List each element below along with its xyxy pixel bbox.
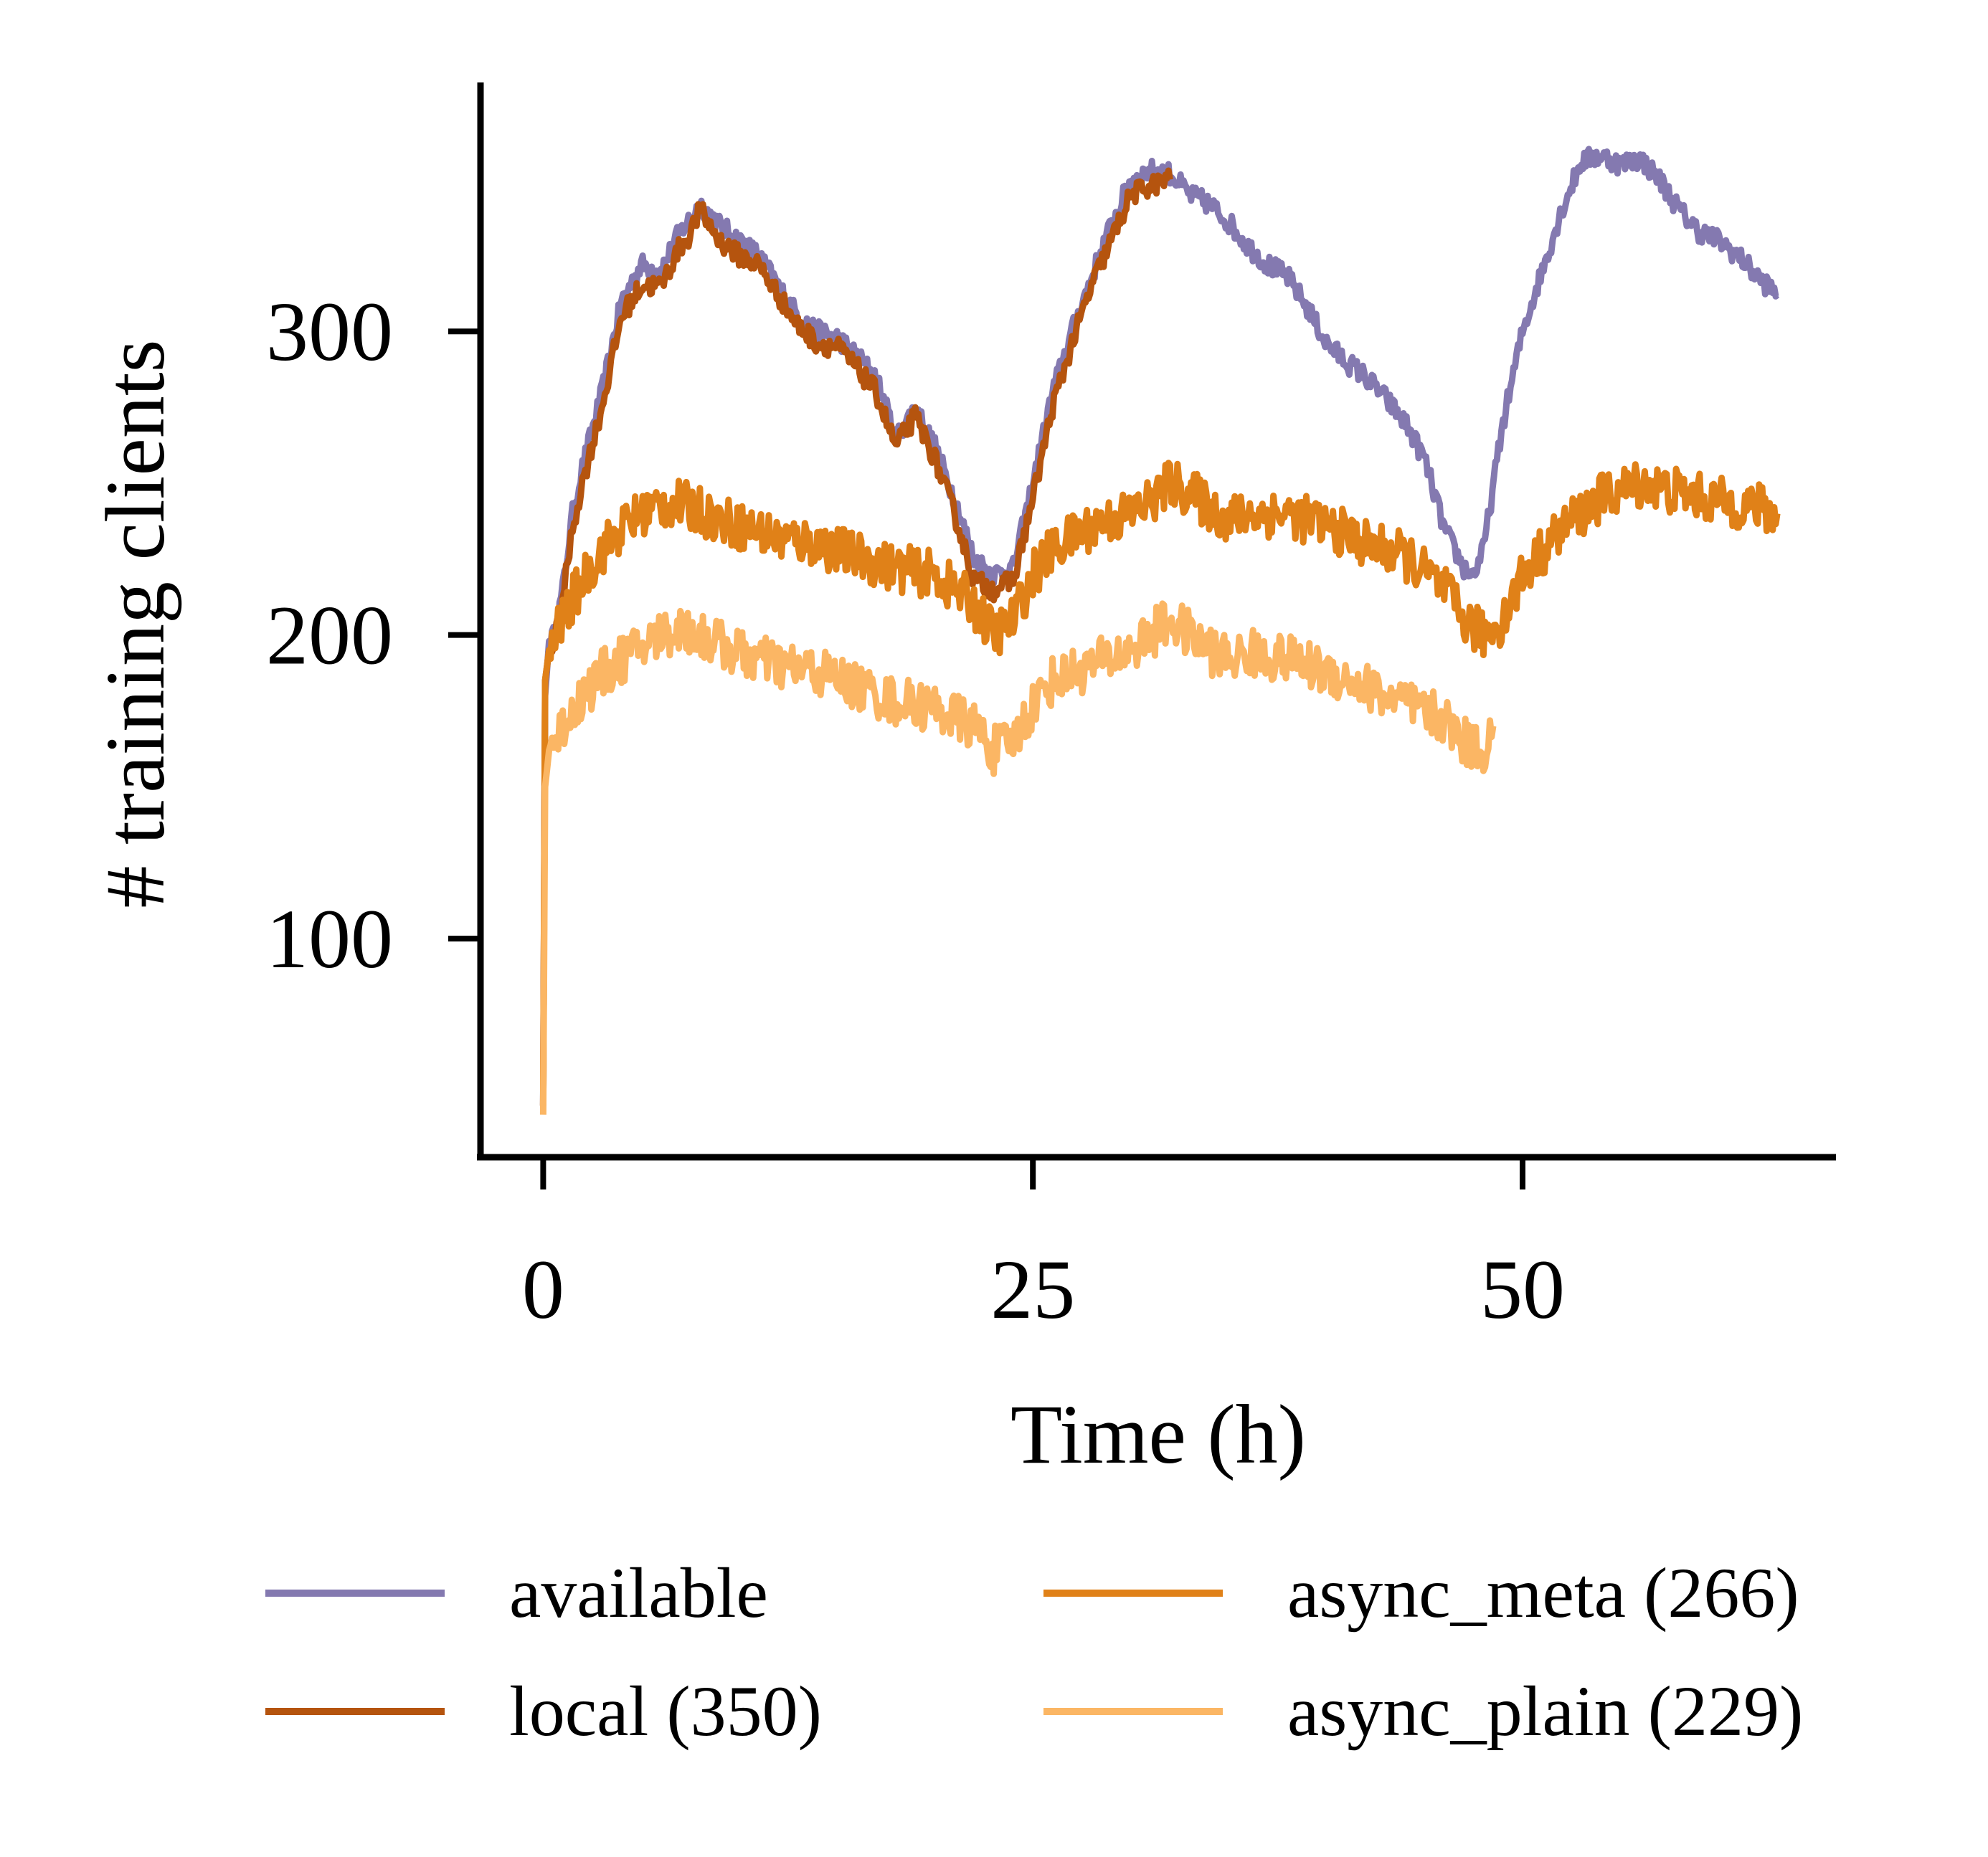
y-tick-label-2: 300	[266, 285, 393, 379]
series-line-3	[539, 600, 1497, 1115]
legend-label-1: local (350)	[509, 1671, 822, 1751]
y-tick-label-1: 200	[266, 589, 393, 683]
legend-label-2: async_meta (266)	[1287, 1553, 1799, 1633]
plot-lines	[539, 146, 1781, 1115]
y-axis-title: # training clients	[88, 339, 182, 908]
y-tick-label-0: 100	[266, 892, 393, 986]
series-line-2	[539, 460, 1781, 1106]
legend-label-0: available	[509, 1553, 768, 1633]
x-tick-label-0: 0	[522, 1243, 564, 1336]
legend-label-3: async_plain (229)	[1287, 1671, 1803, 1751]
x-tick-label-1: 25	[990, 1243, 1075, 1336]
x-axis-title: Time (h)	[1010, 1387, 1306, 1481]
series-line-0	[539, 146, 1780, 1106]
ticks: 0 25 50 100 200 300	[266, 285, 1565, 1336]
series-line-1	[539, 167, 1173, 1106]
legend: available async_meta (266) local (350) asyn…	[265, 1553, 1803, 1751]
axes	[477, 82, 1836, 1161]
x-tick-label-2: 50	[1480, 1243, 1565, 1336]
